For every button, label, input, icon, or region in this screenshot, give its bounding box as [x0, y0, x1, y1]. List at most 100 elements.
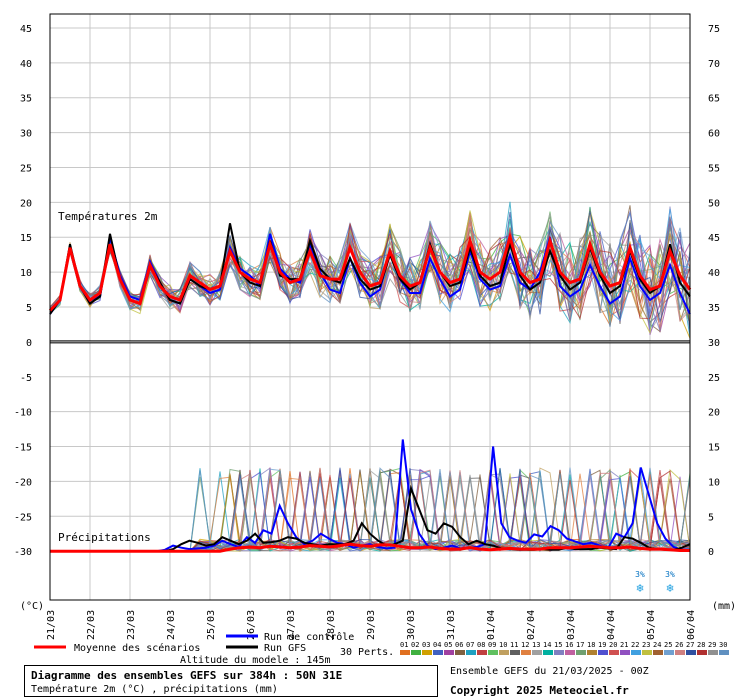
x-tick-label: 24/03: [166, 610, 177, 640]
pert-legend-swatch: [565, 650, 575, 655]
x-tick-label: 22/03: [86, 610, 97, 640]
precip-label: Précipitations: [58, 531, 151, 544]
y-tick-left: 25: [20, 163, 32, 174]
y-tick-left: 35: [20, 94, 32, 105]
pert-legend-swatch: [543, 650, 553, 655]
y-tick-right: 5: [708, 512, 714, 523]
pert-legend-number: 25: [664, 641, 672, 649]
y-tick-right: 30: [708, 338, 720, 349]
pert-legend-number: 15: [554, 641, 562, 649]
pert-legend-number: 21: [620, 641, 628, 649]
y-tick-right: 75: [708, 24, 720, 35]
pert-legend-swatch: [653, 650, 663, 655]
temperature-label: Températures 2m: [58, 210, 158, 223]
pert-legend-number: 30: [719, 641, 727, 649]
y-tick-left: -30: [14, 547, 32, 558]
y-tick-right: 40: [708, 268, 720, 279]
pert-legend-number: 10: [499, 641, 507, 649]
y-tick-left: 40: [20, 59, 32, 70]
y-tick-left: -15: [14, 443, 32, 454]
x-tick-label: 29/03: [366, 610, 377, 640]
grid: [49, 14, 691, 600]
pert-legend-number: 02: [411, 641, 419, 649]
pert-legend-swatch: [708, 650, 718, 655]
snowflake-icon: ❄: [666, 581, 673, 595]
pert-legend-swatch: [686, 650, 696, 655]
snow-percent-label: 3%: [665, 570, 675, 579]
pert-legend-swatch: [697, 650, 707, 655]
y-tick-left: 0: [26, 338, 32, 349]
pert-legend-swatch: [719, 650, 729, 655]
y-tick-left: 5: [26, 303, 32, 314]
pert-legend-swatch: [411, 650, 421, 655]
pert-legend-number: 13: [532, 641, 540, 649]
copyright: Copyright 2025 Meteociel.fr: [450, 684, 629, 697]
pert-legend-number: 05: [444, 641, 452, 649]
snow-markers: 3% ❄ 3% ❄: [635, 570, 675, 595]
pert-legend-number: 20: [609, 641, 617, 649]
pert-legend-number: 01: [400, 641, 408, 649]
pert-legend-swatch: [477, 650, 487, 655]
pert-legend-number: 18: [587, 641, 595, 649]
footer-box: Diagramme des ensembles GEFS sur 384h : …: [24, 665, 438, 697]
pert-legend-number: 08: [477, 641, 485, 649]
y-tick-left: 45: [20, 24, 32, 35]
perturbation-temp-line: [49, 231, 691, 320]
pert-legend-number: 23: [642, 641, 650, 649]
x-tick-label: 30/03: [406, 610, 417, 640]
x-tick-label: 25/03: [206, 610, 217, 640]
x-tick-label: 02/04: [526, 610, 537, 640]
pert-legend-swatch: [510, 650, 520, 655]
pert-legend-number: 26: [675, 641, 683, 649]
y-tick-left: 30: [20, 129, 32, 140]
x-tick-label: 31/03: [446, 610, 457, 640]
mean-scenarios-precipitation: [50, 542, 690, 553]
pert-legend-number: 11: [510, 641, 518, 649]
snowflake-icon: ❄: [636, 581, 643, 595]
pert-legend-swatch: [598, 650, 608, 655]
pert-legend-number: 22: [631, 641, 639, 649]
pert-legend-number: 14: [543, 641, 551, 649]
y-tick-right: 25: [708, 373, 720, 384]
y-tick-right: 0: [708, 547, 714, 558]
pert-legend-swatch: [444, 650, 454, 655]
pert-legend-number: 17: [576, 641, 584, 649]
y-tick-left: 10: [20, 268, 32, 279]
x-tick-label: 06/04: [686, 610, 697, 640]
pert-legend-number: 16: [565, 641, 573, 649]
y-tick-left: 15: [20, 233, 32, 244]
legend-gfs-label: Run GFS: [264, 643, 306, 654]
pert-legend-swatch: [499, 650, 509, 655]
pert-legend-swatch: [466, 650, 476, 655]
pert-legend-number: 09: [488, 641, 496, 649]
pert-legend-swatch: [532, 650, 542, 655]
pert-legend-swatch: [488, 650, 498, 655]
pert-legend-swatch: [455, 650, 465, 655]
pert-legend-swatch: [620, 650, 630, 655]
x-tick-label: 04/04: [606, 610, 617, 640]
x-tick-label: 05/04: [646, 610, 657, 640]
pert-legend-number: 04: [433, 641, 441, 649]
y-tick-right: 55: [708, 163, 720, 174]
y-tick-right: 50: [708, 198, 720, 209]
y-tick-left: -25: [14, 512, 32, 523]
x-tick-label: 27/03: [286, 610, 297, 640]
x-tick-label: 26/03: [246, 610, 257, 640]
main-lines: [48, 223, 692, 553]
pert-legend-number: 19: [598, 641, 606, 649]
x-tick-label: 21/03: [46, 610, 57, 640]
pert-legend-swatch: [587, 650, 597, 655]
altitude-label: Altitude du modele : 145m: [180, 655, 331, 666]
y-tick-right: 60: [708, 129, 720, 140]
perts-label: 30 Perts.: [340, 647, 394, 658]
pert-legend-number: 29: [708, 641, 716, 649]
x-tick-label: 03/04: [566, 610, 577, 640]
pert-legend-number: 12: [521, 641, 529, 649]
pert-legend-number: 24: [653, 641, 661, 649]
right-axis-unit: (mm): [712, 601, 736, 612]
pert-legend-swatch: [554, 650, 564, 655]
pert-legend-number: 06: [455, 641, 463, 649]
pert-legend-swatch: [521, 650, 531, 655]
